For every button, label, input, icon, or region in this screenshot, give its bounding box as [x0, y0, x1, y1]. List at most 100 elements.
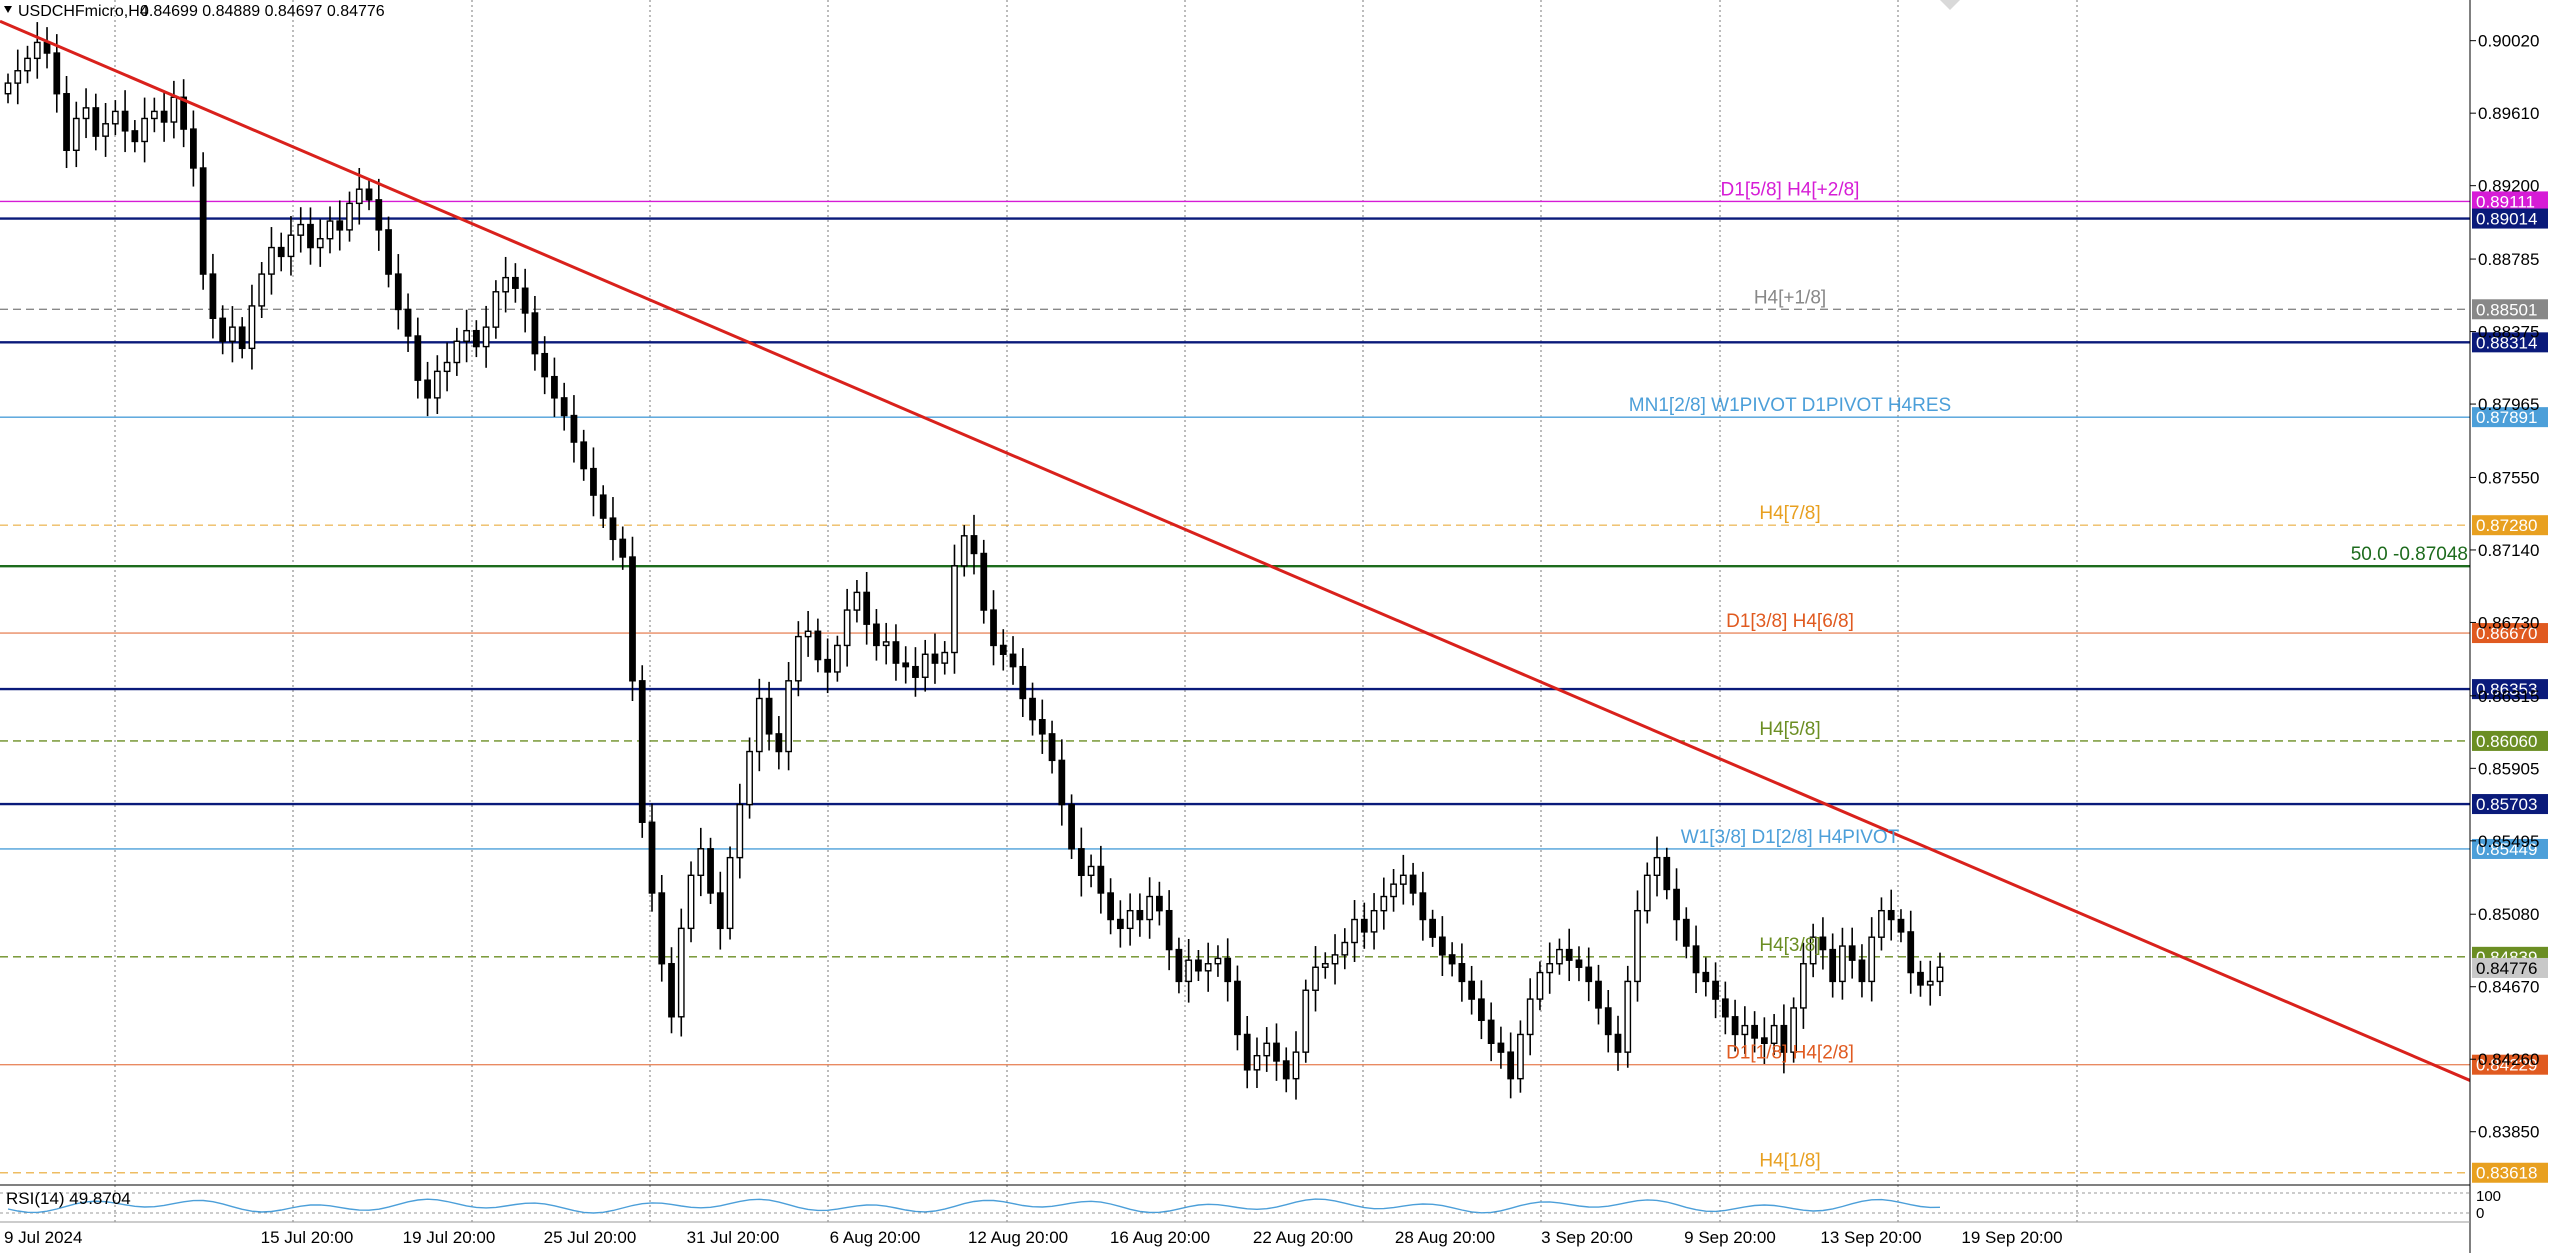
candle-body [1770, 1024, 1778, 1045]
candle-body [1409, 874, 1417, 894]
candle-body [648, 821, 656, 894]
candle-body [1087, 865, 1095, 877]
candle-body [209, 273, 217, 319]
candle-body [1848, 945, 1856, 961]
candle-body [1468, 980, 1476, 1000]
price-badge-text: 0.84229 [2476, 1056, 2537, 1075]
candle-body [433, 370, 441, 399]
time-label: 9 Jul 2024 [4, 1228, 82, 1247]
candle-body [1839, 945, 1846, 983]
candle-body [1780, 1024, 1788, 1053]
candle-body [638, 680, 646, 823]
candle-body [287, 234, 295, 258]
candle-body [1604, 1007, 1612, 1036]
price-badge [2472, 838, 2548, 859]
candle-body [541, 352, 549, 378]
candle-body [248, 305, 256, 350]
candle-body [1438, 936, 1446, 956]
candle-body [599, 494, 607, 519]
candle-body [160, 110, 168, 123]
trendline[interactable] [0, 19, 2471, 1082]
candle-body [1019, 665, 1027, 700]
candle-body [1282, 1060, 1290, 1080]
candle-body [1204, 963, 1212, 972]
candle-body [1585, 966, 1593, 983]
candle-body [502, 276, 510, 293]
candle-body [1312, 966, 1319, 991]
candle-body [72, 117, 80, 152]
candle-body [1351, 918, 1358, 944]
candle-body [941, 651, 949, 664]
price-badge-text: 0.86060 [2476, 732, 2537, 751]
candle-body [814, 630, 822, 661]
dropdown-triangle-icon[interactable] [4, 6, 12, 13]
current-price-text: 0.84776 [2476, 959, 2537, 978]
price-badge [2472, 332, 2548, 353]
time-label: 19 Jul 20:00 [403, 1228, 496, 1247]
candle-body [1575, 959, 1583, 968]
time-label: 28 Aug 20:00 [1395, 1228, 1495, 1247]
price-badge [2472, 679, 2548, 700]
candle-body [307, 223, 314, 249]
time-label: 3 Sep 20:00 [1541, 1228, 1633, 1247]
candle-body [14, 70, 22, 84]
candle-body [1058, 759, 1066, 806]
candle-body [394, 273, 402, 311]
candle-body [960, 535, 968, 567]
candle-body [443, 361, 451, 373]
candle-body [834, 644, 841, 673]
candle-body [629, 556, 636, 682]
candle-body [229, 326, 236, 342]
candle-body [1653, 856, 1661, 877]
candle-body [716, 892, 724, 930]
price-tick-label: 0.88785 [2478, 250, 2539, 269]
price-tick-label: 0.85080 [2478, 905, 2539, 924]
candle-body [1029, 697, 1036, 721]
price-badge [2472, 299, 2548, 320]
candle-body [1751, 1024, 1758, 1039]
candle-body [1809, 936, 1817, 965]
time-label: 6 Aug 20:00 [830, 1228, 921, 1247]
candle-body [92, 107, 100, 137]
price-badge [2472, 515, 2548, 536]
candle-body [668, 963, 675, 1018]
price-badge [2472, 407, 2548, 428]
candle-body [1536, 971, 1544, 1000]
level-label: H4[1/8] [1759, 1151, 1820, 1172]
candle-body [199, 167, 207, 275]
candle-body [1116, 918, 1124, 930]
price-badge-text: 0.88501 [2476, 300, 2537, 319]
candle-body [785, 680, 792, 753]
candle-body [1673, 888, 1680, 921]
level-lines [0, 200, 2470, 1174]
candle-body [1253, 1054, 1261, 1071]
candle-body [258, 273, 266, 307]
price-badge [2472, 730, 2548, 751]
candle-body [609, 517, 617, 541]
level-label: MN1[2/8] W1PIVOT D1PIVOT H4RES [1629, 395, 1951, 416]
candle-body [1048, 733, 1056, 762]
candle-body [1360, 918, 1368, 933]
trendline-group[interactable] [0, 19, 2471, 1082]
candles [4, 22, 1944, 1100]
time-label: 16 Aug 20:00 [1110, 1228, 1210, 1247]
candle-body [1185, 959, 1193, 983]
candle-body [1917, 971, 1924, 986]
candle-body [970, 535, 978, 555]
ohlc-values: 0.84699 0.84889 0.84697 0.84776 [140, 3, 385, 20]
candle-body [472, 329, 480, 348]
price-tick-label: 0.83850 [2478, 1123, 2539, 1142]
candle-body [1390, 883, 1397, 898]
candle-body [82, 107, 90, 120]
candle-body [1273, 1042, 1280, 1062]
candle-body [1136, 909, 1144, 921]
price-badge [2472, 623, 2548, 644]
price-badge-text: 0.85449 [2476, 840, 2537, 859]
candle-body [375, 199, 383, 231]
candle-body [1107, 892, 1114, 921]
candle-body [1243, 1033, 1251, 1071]
candle-body [453, 340, 461, 364]
candle-body [1097, 865, 1105, 894]
